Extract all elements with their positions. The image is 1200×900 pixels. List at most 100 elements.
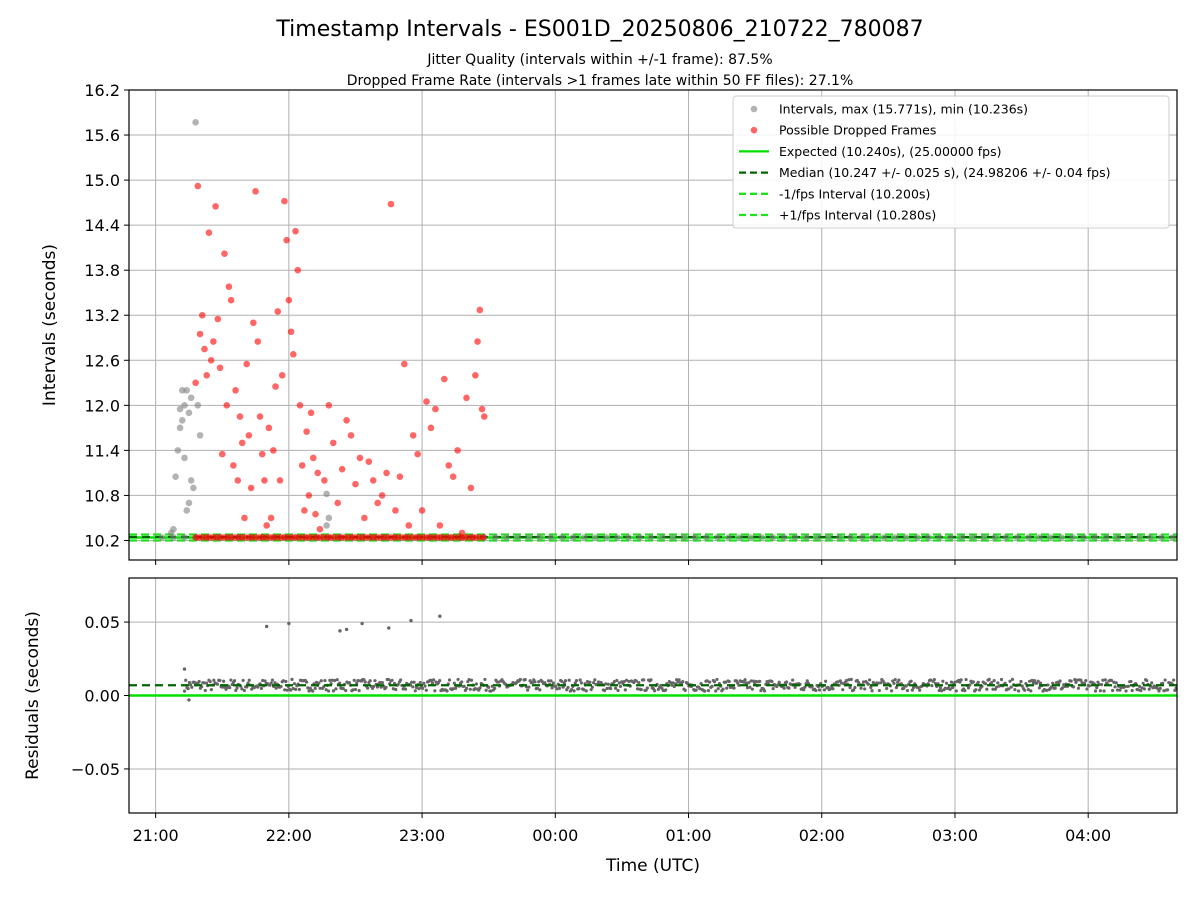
residual-point bbox=[605, 686, 609, 691]
residual-point bbox=[793, 685, 797, 689]
dropped-frame-point bbox=[480, 534, 487, 541]
residual-point bbox=[841, 688, 845, 692]
residual-point bbox=[706, 688, 710, 693]
dropped-frame-point bbox=[243, 360, 250, 368]
residual-point bbox=[1137, 684, 1142, 688]
dropped-frame-point bbox=[201, 345, 208, 353]
dropped-frame-point bbox=[325, 402, 333, 409]
residual-point bbox=[386, 677, 391, 682]
residual-point bbox=[1147, 687, 1151, 691]
residual-point bbox=[261, 678, 265, 683]
residual-point bbox=[355, 681, 359, 685]
dropped-frame-point bbox=[276, 477, 284, 484]
residual-point bbox=[319, 679, 323, 683]
residual-point bbox=[916, 686, 921, 690]
residual-point bbox=[1038, 681, 1043, 685]
legend-label: Median (10.247 +/- 0.025 s), (24.98206 +… bbox=[779, 165, 1110, 180]
dropped-frame-point bbox=[283, 236, 290, 244]
residual-point bbox=[791, 678, 795, 682]
intervals-y-tick-label: 15.6 bbox=[84, 126, 120, 145]
residual-point bbox=[1163, 678, 1167, 682]
residual-point bbox=[624, 678, 629, 682]
dropped-frame-point bbox=[347, 432, 355, 439]
residual-point bbox=[273, 681, 277, 685]
residual-point bbox=[703, 689, 707, 693]
interval-point bbox=[172, 473, 179, 480]
residual-point bbox=[410, 680, 414, 684]
residual-point bbox=[330, 678, 334, 682]
residual-point bbox=[551, 681, 555, 685]
interval-point bbox=[702, 534, 710, 541]
residual-point bbox=[1172, 678, 1176, 682]
residual-point bbox=[390, 678, 394, 682]
intervals-y-ticks: 10.2 10.8 11.4 12.0 12.6 13.2 13.8 14.4 15.0 15.6… bbox=[84, 81, 129, 550]
residual-point bbox=[585, 679, 590, 684]
residual-point bbox=[948, 687, 952, 692]
dropped-frame-point bbox=[274, 308, 282, 315]
residual-point bbox=[218, 678, 222, 683]
dropped-frame-point bbox=[254, 338, 262, 345]
residual-point bbox=[747, 681, 751, 685]
figure-subtitle-dropped: Dropped Frame Rate (intervals >1 frames … bbox=[347, 73, 854, 89]
residual-point bbox=[209, 688, 213, 692]
dropped-frame-point bbox=[261, 477, 268, 484]
residual-point bbox=[784, 680, 789, 684]
legend-marker bbox=[750, 126, 758, 134]
residual-point bbox=[627, 679, 631, 684]
figure-subtitle-jitter: Jitter Quality (intervals within +/-1 fr… bbox=[426, 52, 772, 68]
residual-point bbox=[932, 677, 936, 682]
residual-point bbox=[971, 680, 975, 684]
residual-point bbox=[429, 678, 433, 683]
residual-point bbox=[433, 689, 437, 693]
interval-point bbox=[1024, 534, 1032, 541]
dropped-frame-point bbox=[250, 319, 257, 327]
residual-point bbox=[318, 686, 322, 690]
residual-point bbox=[893, 678, 897, 682]
residual-point bbox=[836, 680, 840, 684]
residual-point bbox=[284, 679, 288, 684]
residual-point bbox=[229, 678, 233, 682]
residual-point bbox=[649, 678, 653, 682]
dropped-frame-point bbox=[230, 462, 237, 469]
residual-point bbox=[604, 682, 608, 686]
residual-point bbox=[992, 679, 996, 683]
residual-point bbox=[1016, 689, 1021, 693]
interval-point bbox=[176, 424, 184, 432]
dropped-frame-point bbox=[474, 338, 481, 345]
residual-point bbox=[839, 681, 844, 685]
residual-point bbox=[618, 684, 623, 688]
dropped-frame-point bbox=[212, 203, 219, 210]
residual-point bbox=[324, 688, 328, 692]
residual-point bbox=[451, 687, 455, 691]
dropped-frame-point bbox=[214, 315, 222, 323]
dropped-frame-point bbox=[365, 458, 373, 465]
intervals-y-tick-label: 13.8 bbox=[84, 261, 120, 280]
dropped-frame-point bbox=[192, 379, 199, 387]
residual-point bbox=[911, 685, 916, 690]
legend-label: +1/fps Interval (10.280s) bbox=[779, 208, 936, 223]
residual-point bbox=[311, 689, 315, 693]
residual-point bbox=[411, 685, 415, 689]
residual-point bbox=[966, 686, 971, 690]
residual-point bbox=[478, 686, 482, 690]
legend-box bbox=[732, 95, 1170, 229]
residual-outlier-point bbox=[182, 667, 187, 671]
residual-point bbox=[341, 687, 345, 691]
interval-point bbox=[1047, 534, 1054, 541]
residual-point bbox=[307, 689, 311, 693]
residual-point bbox=[949, 680, 954, 684]
residual-point bbox=[1124, 689, 1128, 693]
residuals-y-tick-label: 0.00 bbox=[84, 687, 120, 706]
residual-point bbox=[848, 686, 852, 690]
interval-point bbox=[736, 534, 743, 541]
residual-point bbox=[422, 681, 426, 685]
residual-point bbox=[743, 678, 747, 682]
residual-point bbox=[391, 687, 395, 691]
interval-point bbox=[714, 534, 721, 541]
dropped-frame-point bbox=[423, 398, 430, 405]
residual-point bbox=[668, 680, 673, 685]
residual-point bbox=[849, 677, 853, 682]
residual-point bbox=[714, 689, 718, 693]
residuals-y-ticks: 0.05 0.00 −0.05 bbox=[71, 613, 129, 779]
residual-point bbox=[613, 686, 618, 690]
